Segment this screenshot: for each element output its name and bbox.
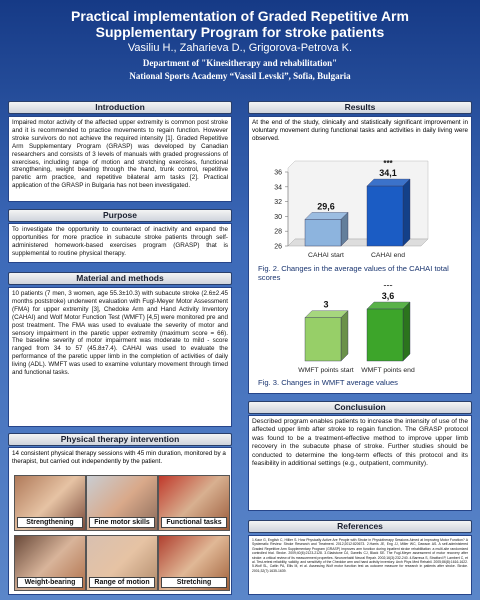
photo-label: Range of motion [89, 577, 155, 588]
value-label: 29,6 [317, 201, 335, 211]
chart: 26 28 30 32 34 36 29,6 CAHAI start 34,1 CAHAI end… [274, 159, 429, 259]
photo: Fine motor skills [86, 475, 158, 531]
photo-label: Fine motor skills [89, 517, 155, 528]
references-text: 1.Kaur G, English C, Hillier S. How Phys… [248, 535, 472, 595]
bar-top [304, 310, 349, 318]
photo: Stretching [158, 535, 230, 591]
bar-side [402, 301, 411, 362]
category-label: CAHAI start [308, 252, 344, 259]
bar-top [366, 301, 411, 310]
institution: National Sports Academy “Vassil Levski”,… [129, 71, 351, 81]
section-heading: Purpose [8, 209, 232, 222]
section-heading: References [248, 520, 472, 533]
y-tick-label: 34 [274, 184, 282, 191]
photo: Weight-bearing [14, 535, 86, 591]
section-text: 14 consistent physical therapy sessions … [12, 450, 226, 465]
photo-label: Weight-bearing [17, 577, 83, 588]
bar [304, 317, 342, 362]
section-heading: Conclusuion [248, 401, 472, 414]
y-tick-label: 36 [274, 170, 282, 177]
section-text: Impaired motor activity of the affected … [8, 116, 232, 202]
photo-label: Stretching [161, 577, 227, 588]
section-text: At the end of the study, clinically and … [252, 119, 468, 142]
photo: Functional tasks [158, 475, 230, 531]
y-tick-label: 30 [274, 214, 282, 221]
bar [366, 185, 404, 247]
category-label: WMFT points end [361, 367, 415, 374]
value-label: 3,6 [382, 291, 395, 301]
section-heading: Material and methods [8, 272, 232, 285]
y-tick-label: 26 [274, 244, 282, 251]
authors: Vasiliu H., Zaharieva D., Grigorova-Petr… [127, 42, 353, 54]
section-heading: Results [248, 101, 472, 114]
section-text: 10 patients (7 men, 3 women, age 55.3±10… [8, 287, 232, 427]
bar-top [366, 178, 411, 187]
title: Practical implementation of Graded Repet… [71, 8, 409, 40]
figure-caption: Fig. 3. Changes in WMFT average values [258, 378, 398, 387]
section-text: To investigate the opportunity to counte… [8, 223, 232, 263]
section-heading: Physical therapy intervention [8, 433, 232, 446]
department: Department of "Kinesitherapy and rehabil… [142, 58, 338, 68]
photo-label: Strengthening [17, 517, 83, 528]
value-label: 3 [323, 300, 328, 310]
bar [304, 219, 342, 247]
photo: Strengthening [14, 475, 86, 531]
section-heading: Introduction [8, 101, 232, 114]
bar-top [304, 212, 349, 220]
y-tick-label: 32 [274, 199, 282, 206]
bar-side [402, 178, 411, 247]
photo: Range of motion [86, 535, 158, 591]
category-label: WMFT points start [298, 367, 354, 374]
value-label: 34,1 [379, 168, 397, 178]
figure-caption: Fig. 2. Changes in the average values of… [258, 264, 449, 282]
bar-side [340, 310, 349, 362]
significance-label: *** [383, 285, 393, 291]
section-text: Described program enables patients to in… [248, 415, 472, 511]
photo-label: Functional tasks [161, 517, 227, 528]
bar [366, 308, 404, 362]
significance-label: *** [383, 159, 393, 168]
y-tick-label: 28 [274, 229, 282, 236]
category-label: CAHAI end [371, 252, 405, 259]
chart: 3 WMFT points start 3,6 WMFT points end *** [298, 285, 415, 374]
